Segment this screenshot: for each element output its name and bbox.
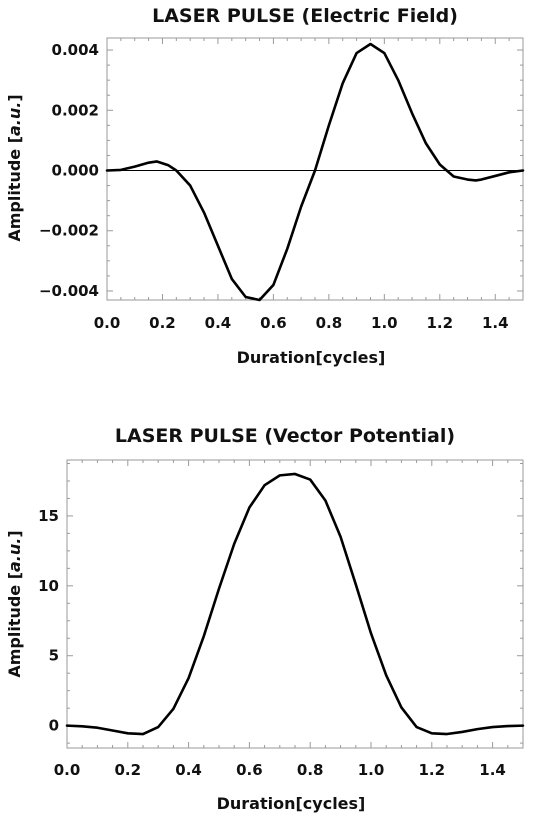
- x-tick-label: 0.8: [297, 761, 324, 779]
- y-tick-label: 0.002: [52, 101, 99, 119]
- electric-field-chart: LASER PULSE (Electric Field) 0.0 0.2 0.4 0.6…: [5, 5, 525, 367]
- x-tick-label: 1.4: [479, 761, 506, 779]
- x-tick-label: 0.2: [149, 314, 176, 332]
- vector-potential-chart: LASER PULSE (Vector Potential) 0.0 0.2 0.4 0…: [5, 425, 525, 813]
- x-tick-label: 1.2: [427, 314, 454, 332]
- x-axis-label: Duration[cycles]: [237, 348, 386, 367]
- chart-title: LASER PULSE (Electric Field): [152, 5, 458, 27]
- plot-frame: [66, 459, 524, 749]
- chart-title: LASER PULSE (Vector Potential): [115, 425, 455, 447]
- y-tick-label: 5: [49, 647, 59, 665]
- x-tick-label: 0.6: [236, 761, 263, 779]
- y-tick-label: 15: [38, 507, 59, 525]
- x-tick-label: 0.4: [205, 314, 232, 332]
- x-tick-label: 0.0: [54, 761, 81, 779]
- x-tick-label: 0.2: [115, 761, 142, 779]
- y-tick-label: −0.004: [39, 282, 99, 300]
- y-tick-label: 10: [38, 577, 59, 595]
- x-tick-label: 1.4: [482, 314, 509, 332]
- x-tick-label: 0.6: [260, 314, 287, 332]
- x-axis-label: Duration[cycles]: [217, 794, 366, 813]
- y-tick-label: −0.002: [39, 222, 99, 240]
- x-tick-label: 0.0: [94, 314, 121, 332]
- y-tick-label: 0.004: [52, 41, 99, 59]
- y-tick-label: 0: [49, 717, 59, 735]
- y-tick-label: 0.000: [52, 162, 99, 180]
- y-axis-label: Amplitude [a.u.]: [5, 94, 24, 241]
- y-axis-label: Amplitude [a.u.]: [5, 530, 24, 677]
- x-tick-label: 0.8: [316, 314, 343, 332]
- x-tick-label: 1.0: [358, 761, 385, 779]
- x-tick-label: 1.2: [419, 761, 446, 779]
- x-tick-label: 1.0: [371, 314, 398, 332]
- series-line: [105, 42, 525, 302]
- x-tick-label: 0.4: [175, 761, 202, 779]
- series-line: [65, 472, 525, 736]
